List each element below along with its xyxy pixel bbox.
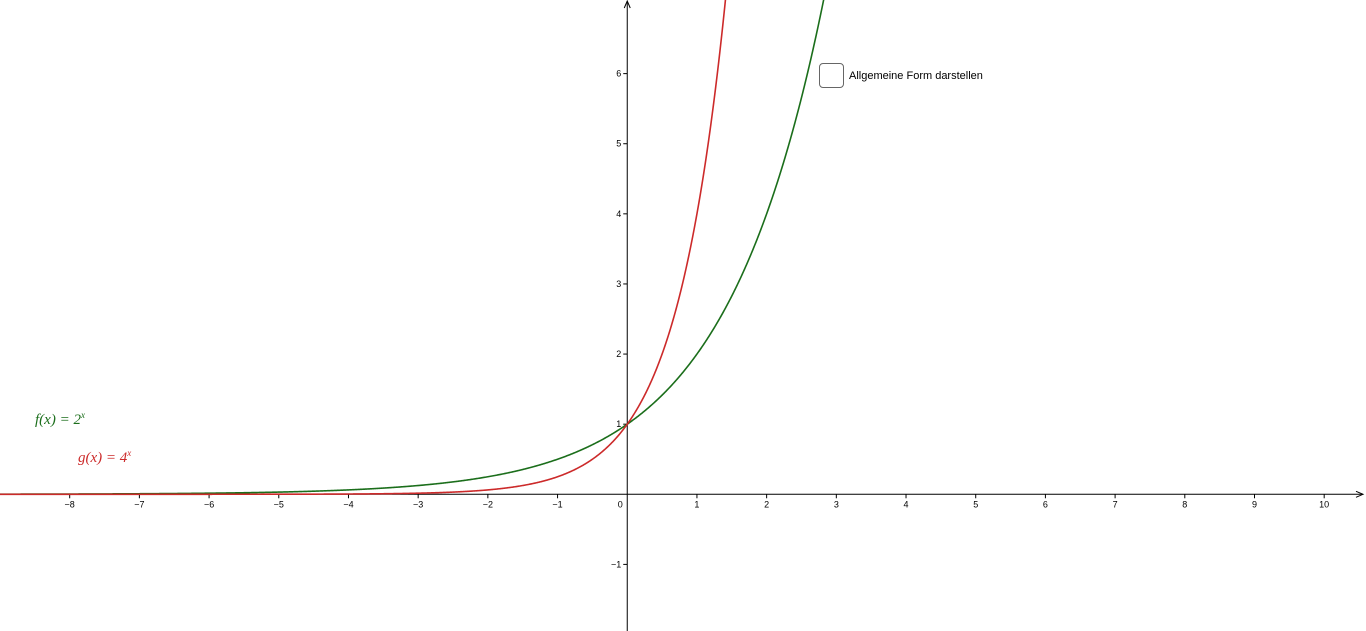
y-tick-label: 6 xyxy=(616,69,621,79)
x-tick-label: 2 xyxy=(764,499,769,509)
f-formula-exponent: x xyxy=(80,410,85,420)
y-axis-arrow xyxy=(623,0,631,9)
y-tick-label: 5 xyxy=(616,139,621,149)
general-form-checkbox-label[interactable]: Allgemeine Form darstellen xyxy=(849,69,983,82)
x-tick-label: 8 xyxy=(1182,499,1187,509)
x-tick-label: −4 xyxy=(343,499,353,509)
x-tick-label: 5 xyxy=(973,499,978,509)
y-tick-label: 2 xyxy=(616,349,621,359)
x-axis-arrow xyxy=(1355,490,1365,498)
y-tick-label: 3 xyxy=(616,279,621,289)
x-tick-label: 4 xyxy=(904,499,909,509)
x-tick-label: 10 xyxy=(1319,499,1329,509)
x-tick-label: −2 xyxy=(483,499,493,509)
f-formula-text: f(x) = 2 xyxy=(35,412,81,428)
x-tick-label: −5 xyxy=(274,499,284,509)
x-tick-label: −8 xyxy=(65,499,75,509)
g-curve xyxy=(0,0,727,496)
x-tick-label: 1 xyxy=(694,499,699,509)
general-form-toggle[interactable]: Allgemeine Form darstellen xyxy=(819,63,983,88)
g-formula-exponent: x xyxy=(127,448,132,458)
f-formula-label: f(x) = 2x xyxy=(35,410,85,429)
y-tick-label: −1 xyxy=(611,559,621,569)
general-form-checkbox[interactable] xyxy=(819,63,844,88)
x-tick-label: −3 xyxy=(413,499,423,509)
x-tick-label: 0 xyxy=(618,499,623,509)
x-tick-label: −1 xyxy=(552,499,562,509)
x-tick-label: −6 xyxy=(204,499,214,509)
x-tick-label: 6 xyxy=(1043,499,1048,509)
x-tick-label: 7 xyxy=(1113,499,1118,509)
y-tick-label: 4 xyxy=(616,209,621,219)
f-curve xyxy=(0,0,825,495)
x-tick-label: 3 xyxy=(834,499,839,509)
g-formula-label: g(x) = 4x xyxy=(78,448,131,467)
x-tick-label: 9 xyxy=(1252,499,1257,509)
x-tick-label: −7 xyxy=(134,499,144,509)
g-formula-text: g(x) = 4 xyxy=(78,450,128,466)
y-tick-label: 1 xyxy=(616,419,621,429)
